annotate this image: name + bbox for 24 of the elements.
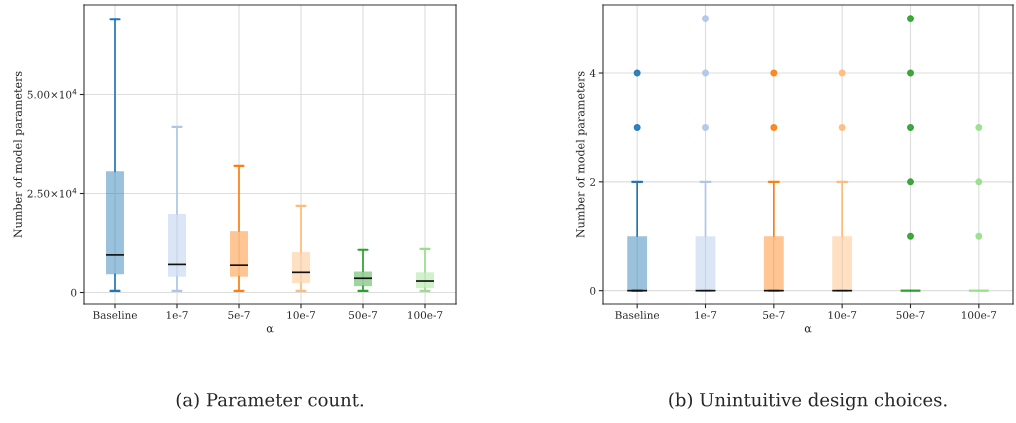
x-tick-label: 1e-7: [695, 311, 717, 320]
x-tick-label: 100e-7: [408, 311, 443, 320]
y-tick-label: 0: [71, 288, 77, 297]
x-tick-label: 10e-7: [287, 311, 316, 320]
x-tick-label: 100e-7: [962, 311, 997, 320]
y-tick-label: 4: [589, 69, 596, 77]
x-tick-label: Baseline: [615, 310, 660, 320]
y-tick-label: 2: [590, 178, 596, 186]
x-tick-label: 10e-7: [828, 311, 857, 320]
x-tick-label: Baseline: [93, 310, 137, 320]
x-tick-label: 5e-7: [763, 311, 785, 320]
x-tick-label: 1e-7: [166, 311, 188, 320]
y-axis-title: Number of model parameters: [13, 71, 25, 238]
y-axis-title: Number of model parameters: [575, 71, 587, 238]
x-tick-label: 50e-7: [349, 311, 378, 320]
x-axis-title: α: [804, 326, 812, 333]
text: (b) Unintuitive design choices.: [669, 392, 947, 411]
x-axis-title: α: [266, 326, 274, 333]
y-tick-label: 5.00×10$^{4}$: [27, 89, 77, 99]
x-tick-label: 5e-7: [228, 311, 250, 320]
y-tick-label: 0: [590, 286, 596, 295]
x-tick-label: 50e-7: [896, 311, 925, 320]
text: (a) Parameter count.: [176, 392, 364, 410]
y-tick-label: 2.50×10$^{4}$: [27, 188, 77, 198]
